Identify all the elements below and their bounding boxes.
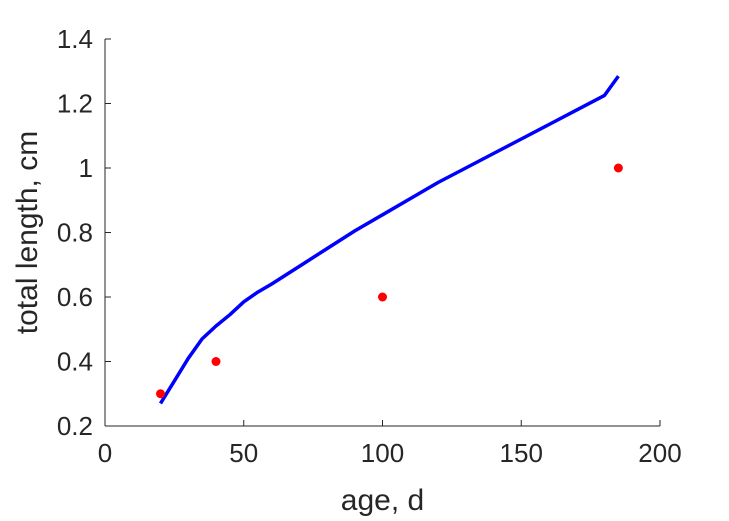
series-line [159, 75, 620, 405]
x-tick-label: 100 [361, 438, 404, 468]
y-tick-label: 1 [79, 153, 93, 183]
x-tick-label: 200 [638, 438, 681, 468]
y-tick-label: 0.6 [57, 282, 93, 312]
y-tick-label: 0.8 [57, 218, 93, 248]
data-point [378, 292, 387, 302]
data-point [156, 389, 165, 399]
x-tick-label: 0 [98, 438, 112, 468]
y-tick-label: 0.2 [57, 411, 93, 441]
data-point [211, 357, 221, 366]
x-tick-label: 50 [229, 438, 258, 468]
x-axis-label: age, d [341, 484, 424, 517]
y-tick-label: 0.4 [57, 347, 93, 377]
plot-area [156, 75, 623, 405]
y-axis-label: total length, cm [11, 131, 44, 334]
data-point [613, 163, 623, 173]
y-tick-label: 1.4 [57, 24, 93, 54]
x-tick-label: 150 [500, 438, 543, 468]
y-tick-label: 1.2 [57, 89, 93, 119]
axes: 0 50 100 150 200 0.2 0.4 0.6 0.8 1 1.2 1.4 [57, 24, 682, 468]
